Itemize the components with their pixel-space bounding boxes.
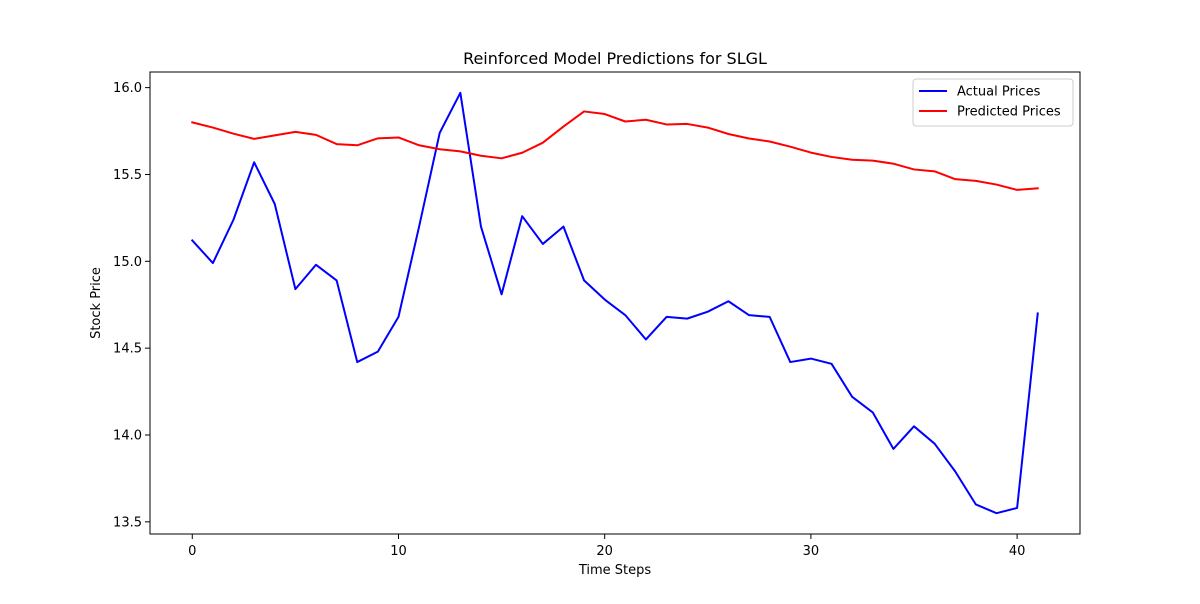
- y-axis-label: Stock Price: [89, 267, 104, 339]
- y-tick-label: 15.0: [113, 255, 142, 270]
- legend-label-1: Actual Prices: [957, 85, 1041, 100]
- y-tick-label: 16.0: [113, 81, 142, 96]
- y-tick-label: 14.0: [113, 429, 142, 444]
- y-tick-label: 14.5: [113, 342, 142, 357]
- x-axis-label: Time Steps: [578, 563, 652, 578]
- legend-label-2: Predicted Prices: [957, 105, 1061, 120]
- x-tick-label: 0: [188, 544, 196, 559]
- x-tick-label: 10: [390, 544, 407, 559]
- legend: Actual Prices Predicted Prices: [913, 79, 1073, 126]
- chart-title: Reinforced Model Predictions for SLGL: [463, 49, 767, 68]
- x-tick-label: 30: [803, 544, 820, 559]
- x-tick-label: 20: [596, 544, 613, 559]
- y-tick-label: 13.5: [113, 515, 142, 530]
- x-tick-label: 40: [1009, 544, 1026, 559]
- y-tick-label: 15.5: [113, 168, 142, 183]
